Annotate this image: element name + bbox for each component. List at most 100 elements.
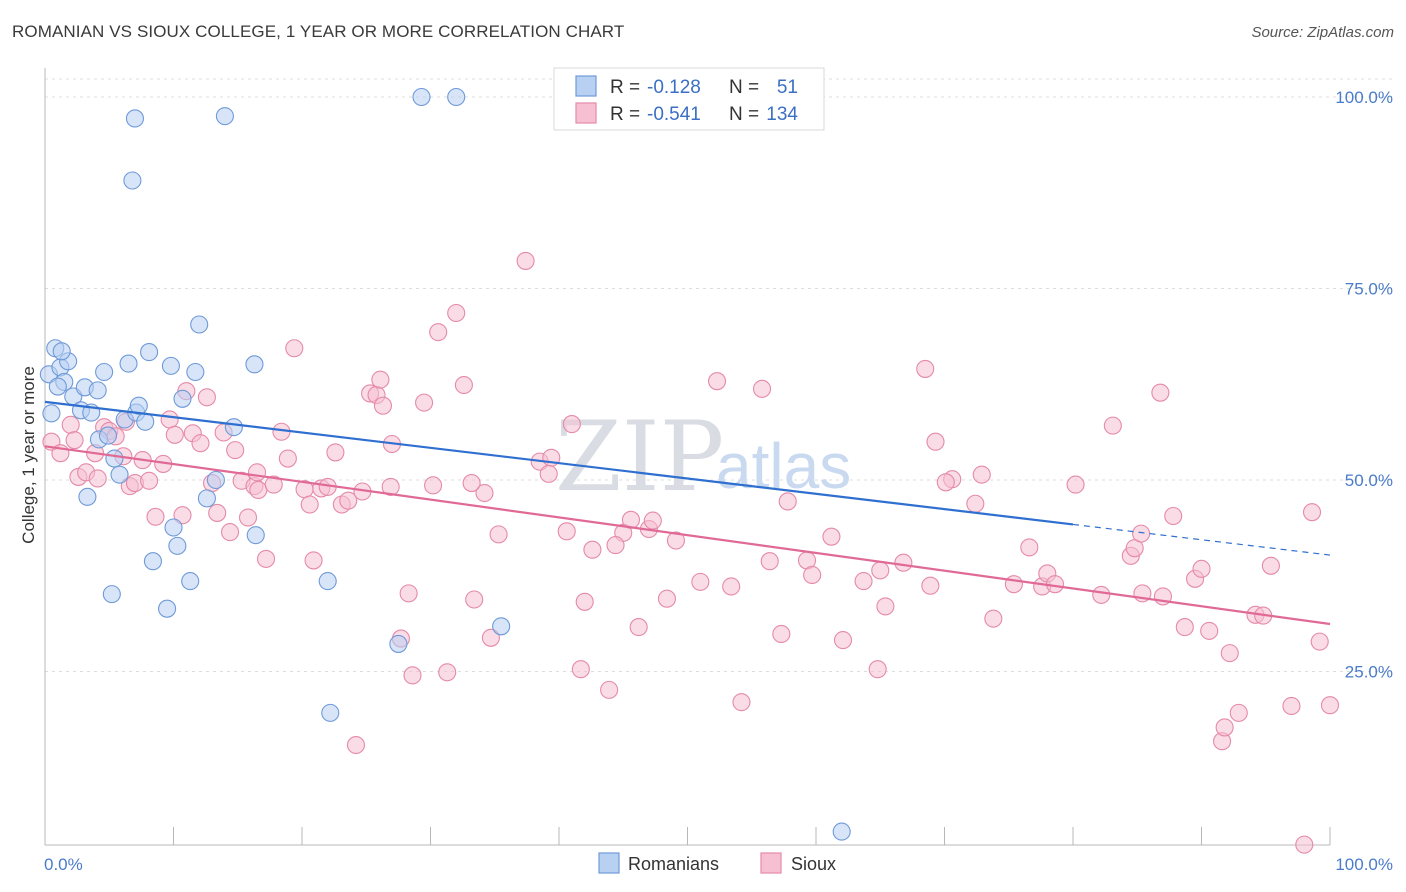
legend-swatch-sioux — [575, 102, 597, 124]
sioux-point-55 — [424, 476, 443, 495]
sioux-point-126 — [1302, 503, 1322, 522]
sioux-point-36 — [285, 339, 304, 358]
sioux-point-63 — [489, 525, 508, 544]
romanians-point-25 — [158, 599, 177, 618]
sioux-point-106 — [1066, 475, 1085, 494]
sioux-point-69 — [571, 660, 590, 679]
sioux-point-113 — [1164, 506, 1183, 526]
sioux-point-24 — [208, 503, 227, 522]
sioux-point-62 — [481, 628, 500, 647]
sioux-point-44 — [339, 491, 358, 510]
sioux-point-93 — [894, 553, 913, 572]
sioux-point-42 — [326, 443, 345, 462]
sioux-point-142 — [871, 561, 890, 580]
sioux-point-16 — [160, 410, 179, 429]
romanians-point-23 — [140, 343, 159, 362]
x-tick-label-right: 100.0% — [1335, 855, 1393, 874]
sioux-point-124 — [1282, 696, 1301, 716]
sioux-point-141 — [371, 370, 390, 389]
sioux-point-89 — [833, 631, 853, 650]
sioux-point-135 — [247, 463, 267, 482]
sioux-point-136 — [606, 536, 625, 555]
romanians-point-30 — [186, 362, 205, 382]
y-tick-label-100: 100.0% — [1335, 88, 1393, 107]
sioux-points — [42, 251, 1340, 854]
correlation-legend: R = -0.128 N = 51 R = -0.541 N = 134 — [553, 67, 825, 131]
sioux-point-140 — [539, 464, 558, 483]
sioux-point-87 — [803, 565, 822, 585]
sioux-point-14 — [146, 507, 165, 526]
sioux-point-81 — [722, 577, 741, 596]
sioux-point-138 — [462, 474, 481, 493]
axes — [44, 68, 1331, 846]
romanians-point-24 — [143, 552, 162, 571]
sioux-point-18 — [173, 506, 192, 525]
romanians-point-13 — [98, 426, 118, 445]
sioux-point-108 — [1103, 416, 1122, 435]
sioux-point-32 — [256, 549, 276, 568]
sioux-point-120 — [1229, 703, 1248, 722]
sioux-point-45 — [346, 735, 366, 755]
legend-box — [553, 67, 825, 131]
sioux-point-131 — [1192, 559, 1211, 578]
bottom-legend-swatch-sioux — [760, 852, 782, 874]
romanians-point-39 — [321, 703, 340, 722]
romanians-point-48 — [42, 404, 61, 423]
sioux-point-80 — [708, 372, 727, 391]
legend-n-label-sioux: N = — [729, 104, 759, 125]
sioux-point-114 — [1175, 618, 1194, 637]
sioux-point-59 — [454, 375, 473, 395]
sioux-trend-line — [44, 445, 1331, 626]
trend-lines — [44, 400, 1331, 626]
sioux-point-129 — [1151, 383, 1170, 402]
x-tick-label-left: 0.0% — [44, 855, 83, 874]
sioux-point-50 — [381, 477, 400, 496]
romanians-point-40 — [389, 634, 408, 653]
romanians-trend-line — [44, 400, 1074, 526]
sioux-point-57 — [438, 663, 457, 682]
sioux-point-95 — [921, 576, 940, 595]
romanians-point-26 — [164, 518, 183, 537]
romanians-point-14 — [105, 449, 124, 468]
romanians-trend-extension — [1072, 523, 1331, 556]
romanians-point-50 — [161, 356, 180, 375]
sioux-point-72 — [600, 680, 619, 699]
sioux-point-107 — [1092, 585, 1111, 604]
legend-n-value-sioux: 134 — [766, 104, 798, 125]
sioux-point-21 — [191, 434, 210, 453]
sioux-point-67 — [557, 522, 576, 541]
sioux-point-128 — [1320, 696, 1340, 715]
legend-r-label-romanians: R = — [610, 77, 640, 98]
romanians-point-29 — [181, 572, 200, 591]
romanians-point-45 — [832, 822, 851, 841]
sioux-point-90 — [854, 572, 873, 591]
romanians-point-38 — [318, 572, 337, 591]
sioux-point-75 — [629, 618, 648, 637]
sioux-point-130 — [936, 473, 955, 492]
y-tick-label-75: 75.0% — [1345, 280, 1393, 299]
sioux-point-92 — [876, 597, 895, 616]
sioux-point-99 — [972, 465, 991, 484]
sioux-point-54 — [415, 393, 434, 412]
sioux-point-100 — [984, 609, 1003, 628]
sioux-point-71 — [583, 540, 602, 559]
sioux-point-39 — [304, 551, 323, 570]
sioux-point-133 — [65, 431, 84, 450]
romanians-point-34 — [215, 107, 234, 126]
romanians-point-31 — [190, 315, 209, 334]
watermark-zip: ZIP — [555, 401, 724, 513]
sioux-point-2 — [61, 415, 80, 434]
sioux-point-94 — [916, 359, 935, 378]
source-credit: Source: ZipAtlas.com — [1251, 24, 1394, 41]
romanians-point-22 — [136, 412, 155, 431]
legend-n-label-romanians: N = — [729, 77, 759, 98]
sioux-point-31 — [249, 480, 268, 500]
romanians-point-33 — [206, 470, 225, 490]
sioux-point-60 — [465, 590, 484, 609]
sioux-point-102 — [1020, 538, 1039, 557]
sioux-point-38 — [300, 495, 319, 514]
romanians-point-17 — [119, 354, 138, 373]
romanians-point-42 — [447, 87, 466, 107]
sioux-point-26 — [220, 523, 240, 542]
